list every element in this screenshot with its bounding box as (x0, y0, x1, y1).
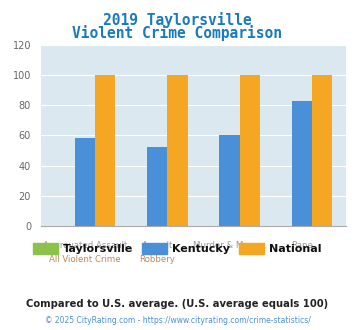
Text: Aggravated Assault: Aggravated Assault (43, 241, 127, 249)
Text: Robbery: Robbery (140, 255, 175, 264)
Text: Compared to U.S. average. (U.S. average equals 100): Compared to U.S. average. (U.S. average … (26, 299, 329, 309)
Legend: Taylorsville, Kentucky, National: Taylorsville, Kentucky, National (29, 239, 326, 258)
Text: 2019 Taylorsville: 2019 Taylorsville (103, 12, 252, 27)
Bar (292, 101, 312, 226)
Text: Rape: Rape (291, 241, 313, 249)
Bar (75, 138, 95, 226)
Text: Assault: Assault (142, 241, 173, 249)
Bar (240, 75, 260, 226)
Bar (312, 75, 332, 226)
Text: Murder & Mans...: Murder & Mans... (193, 241, 266, 249)
Text: All Violent Crime: All Violent Crime (49, 255, 121, 264)
Bar (168, 75, 188, 226)
Text: © 2025 CityRating.com - https://www.cityrating.com/crime-statistics/: © 2025 CityRating.com - https://www.city… (45, 316, 310, 325)
Text: Violent Crime Comparison: Violent Crime Comparison (72, 25, 283, 41)
Bar (147, 148, 168, 226)
Bar (95, 75, 115, 226)
Bar (219, 135, 240, 226)
